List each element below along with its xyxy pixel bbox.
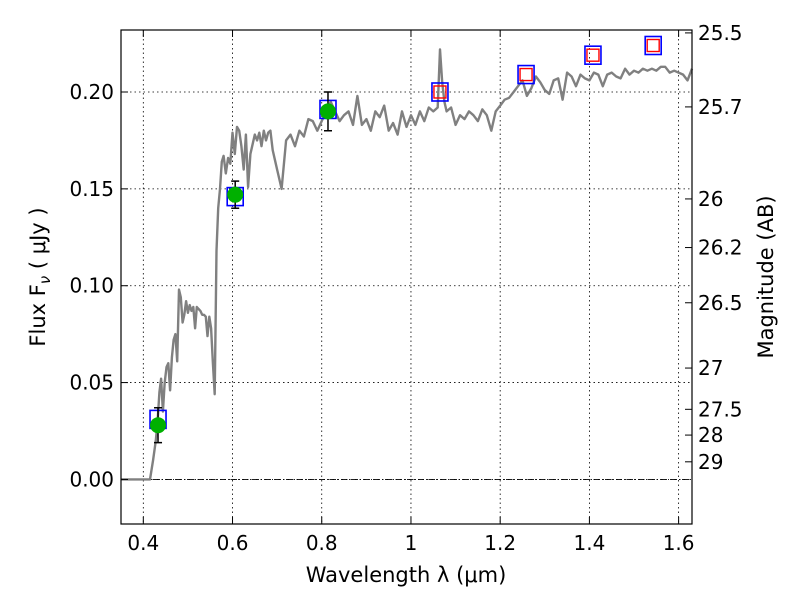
y2-tick-label: 29 xyxy=(698,450,723,474)
observed-point xyxy=(227,186,244,203)
points-layer xyxy=(149,35,662,444)
model-point-box xyxy=(584,45,602,65)
y2-tick-label: 25.7 xyxy=(698,95,743,119)
plot-frame xyxy=(120,29,693,525)
y-tick-label: 0.10 xyxy=(69,274,114,298)
y2-tick-label: 28 xyxy=(698,423,723,447)
x-tick-label: 1.2 xyxy=(484,531,516,555)
upper-limit-box xyxy=(586,48,600,62)
x-tick-label: 0.8 xyxy=(306,531,338,555)
x-tick-label: 1.4 xyxy=(573,531,605,555)
x-tick-label: 1.6 xyxy=(663,531,695,555)
upper-limit-box xyxy=(433,85,447,99)
y2-tick-label: 27 xyxy=(698,356,723,380)
tick-labels-layer: 0.4 0.6 0.8 1 1.2 1.4 1.6 0.00 0.05 0.10 0.15 0.20 2… xyxy=(69,21,742,555)
y-axis-label-sub: ν xyxy=(36,276,54,284)
y-axis-label-main: Flux F xyxy=(26,284,50,346)
y-axis-label-unit: ( μJy ) xyxy=(26,207,50,275)
y-tick-label: 0.20 xyxy=(69,80,114,104)
observed-point xyxy=(150,417,167,434)
upper-limit-box xyxy=(519,67,533,82)
ticks-layer xyxy=(121,30,692,524)
y-axis-label: Flux Fν ( μJy ) xyxy=(26,207,54,346)
model-point-box xyxy=(517,64,535,85)
y-tick-label: 0.15 xyxy=(69,177,114,201)
model-point-box xyxy=(431,82,449,102)
y-tick-label: 0.05 xyxy=(69,371,114,395)
x-axis-label: Wavelength λ (μm) xyxy=(306,563,507,587)
spectrum-layer xyxy=(121,48,694,481)
y2-tick-label: 26 xyxy=(698,187,723,211)
y2-tick-label: 26.2 xyxy=(698,236,743,260)
y2-tick-label: 27.5 xyxy=(698,397,743,421)
y2-axis-label: Magnitude (AB) xyxy=(754,195,778,358)
y-tick-label: 0.00 xyxy=(69,467,114,491)
spectrum-line xyxy=(121,48,694,481)
observed-point xyxy=(319,103,336,120)
x-tick-label: 0.6 xyxy=(217,531,249,555)
upper-limit-box xyxy=(646,38,660,53)
x-tick-label: 0.4 xyxy=(127,531,159,555)
y2-tick-label: 25.5 xyxy=(698,21,743,45)
model-point-box xyxy=(644,35,662,56)
y2-tick-label: 26.5 xyxy=(698,291,743,315)
x-tick-label: 1 xyxy=(405,531,418,555)
